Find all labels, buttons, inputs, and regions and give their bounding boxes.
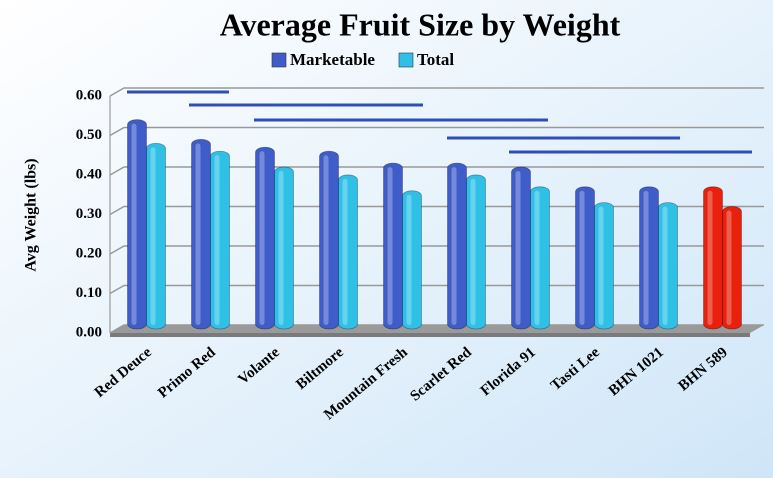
chart-title: Average Fruit Size by Weight: [220, 6, 621, 42]
bar: [127, 119, 147, 330]
grid-line: [109, 126, 764, 137]
bar-shine: [662, 206, 668, 325]
bar: [530, 186, 550, 330]
bar-shine: [406, 194, 412, 325]
bar: [447, 162, 467, 330]
y-axis-label: Avg Weight (lbs): [23, 158, 40, 271]
bar: [338, 174, 358, 330]
y-tick-label: 0.20: [76, 245, 102, 261]
bar: [402, 190, 422, 330]
bar-shine: [726, 210, 732, 325]
bar-shine: [534, 190, 540, 325]
bar-shine: [278, 171, 284, 325]
bar-shine: [515, 171, 521, 325]
bar-shine: [707, 190, 713, 325]
grid-line: [109, 245, 764, 255]
bar-shine: [259, 151, 265, 325]
grid-line: [109, 324, 764, 334]
bar-shine: [598, 206, 604, 325]
y-tick-label: 0.30: [76, 206, 102, 222]
grid-line: [109, 166, 764, 176]
legend-swatch: [271, 52, 287, 68]
bar: [511, 166, 531, 330]
bar: [594, 202, 614, 330]
legend-swatch: [398, 52, 414, 68]
y-tick-label: 0.50: [76, 127, 102, 143]
bar-shine: [470, 178, 476, 325]
bar-shine: [195, 143, 201, 325]
bar-shine: [342, 178, 348, 325]
bar-shine: [451, 167, 457, 325]
bar: [658, 202, 678, 330]
significance-lines: [127, 90, 752, 154]
y-tick-label: 0.00: [76, 324, 102, 340]
bar: [722, 206, 742, 330]
grid-line: [109, 87, 764, 97]
floor-front: [110, 333, 750, 337]
y-tick-label: 0.10: [76, 285, 102, 301]
y-tick-label: 0.40: [76, 166, 102, 182]
grid-line: [109, 205, 764, 216]
bar: [146, 142, 166, 330]
bar: [639, 186, 659, 330]
bar: [191, 138, 211, 330]
legend-label: Marketable: [290, 50, 375, 69]
bar-shine: [579, 190, 585, 325]
bar-shine: [323, 155, 329, 325]
grid-line: [109, 284, 764, 295]
bar: [255, 146, 275, 330]
y-tick-label: 0.60: [76, 87, 102, 103]
bar: [210, 150, 230, 330]
legend-label: Total: [417, 50, 454, 69]
bar-shine: [643, 190, 649, 325]
bar: [383, 162, 403, 330]
bar-shine: [214, 155, 220, 325]
bar-shine: [150, 147, 156, 325]
bar: [466, 174, 486, 330]
bar: [703, 186, 723, 330]
bar-shine: [131, 123, 137, 326]
bar: [319, 150, 339, 330]
legend: Marketable Total: [271, 50, 454, 69]
bar: [274, 166, 294, 330]
bar-shine: [387, 167, 393, 325]
bar: [575, 186, 595, 330]
